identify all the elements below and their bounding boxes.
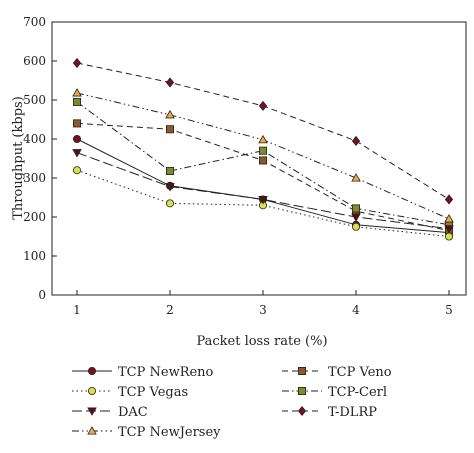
legend-entry: T-DLRP	[282, 405, 377, 420]
legend-label: TCP Veno	[328, 365, 392, 380]
x-tick-label: 4	[352, 303, 360, 317]
data-point	[165, 199, 174, 208]
x-tick-label: 5	[445, 303, 453, 317]
y-tick-label: 100	[23, 249, 46, 263]
data-point	[165, 166, 174, 175]
data-point	[258, 146, 267, 155]
legend-marker-swatch	[87, 426, 97, 435]
data-point	[258, 195, 268, 205]
y-axis-label: Throughput (kbps)	[11, 96, 26, 220]
data-point	[258, 100, 268, 111]
y-tick-label: 400	[23, 132, 46, 146]
data-point	[351, 222, 360, 231]
x-tick-label: 2	[166, 303, 174, 317]
legend: TCP NewReno TCP Veno TCP Vegas TCP-Cerl DAC T…	[72, 365, 392, 440]
legend-marker-swatch	[297, 366, 306, 375]
data-point	[444, 232, 453, 241]
y-tick-label: 700	[23, 15, 46, 29]
series-line-tcp-cerl	[76, 101, 450, 226]
data-point	[351, 173, 361, 182]
data-point	[72, 88, 82, 97]
legend-entry: TCP Veno	[282, 365, 392, 380]
data-point	[444, 194, 454, 205]
series-markers-group	[72, 57, 454, 241]
legend-marker-swatch	[88, 366, 97, 375]
data-point	[165, 125, 174, 134]
data-point	[73, 119, 82, 128]
data-point	[351, 213, 361, 222]
data-point	[72, 57, 82, 68]
legend-label: TCP Vegas	[118, 385, 188, 400]
y-tick-label: 600	[23, 54, 46, 68]
x-tick-label: 1	[73, 303, 81, 317]
legend-marker-swatch	[297, 405, 307, 417]
legend-marker-swatch	[88, 386, 97, 395]
data-point	[73, 134, 82, 143]
data-point	[351, 135, 361, 146]
data-point	[165, 183, 175, 192]
data-point	[165, 109, 175, 119]
legend-entry: TCP NewReno	[72, 365, 214, 380]
legend-entry: DAC	[72, 405, 148, 420]
legend-label: T-DLRP	[328, 405, 377, 420]
legend-label: DAC	[118, 405, 148, 420]
data-point	[165, 77, 175, 88]
data-point	[258, 134, 268, 144]
legend-label: TCP-Cerl	[328, 385, 387, 400]
legend-entry: TCP-Cerl	[282, 385, 387, 400]
data-point	[72, 149, 82, 158]
data-point	[73, 166, 82, 175]
y-tick-label: 500	[23, 93, 46, 107]
data-point	[444, 214, 454, 223]
x-tick-label: 3	[259, 303, 267, 317]
legend-entry: TCP NewJersey	[72, 425, 221, 440]
legend-entry: TCP Vegas	[72, 385, 188, 400]
data-point	[73, 97, 82, 106]
legend-marker-swatch	[87, 407, 97, 416]
series-line-dac	[76, 152, 450, 230]
axes-group: 0 100 200 300 400 500 600 700 1 2 3 4 5	[23, 15, 467, 317]
x-axis-label: Packet loss rate (%)	[196, 334, 327, 349]
data-point	[258, 156, 267, 165]
y-tick-label: 0	[38, 288, 46, 302]
plot-frame	[51, 21, 467, 296]
data-point	[351, 204, 360, 213]
legend-label: TCP NewReno	[118, 365, 214, 380]
y-tick-label: 300	[23, 171, 46, 185]
legend-label: TCP NewJersey	[118, 425, 221, 440]
series-line-t-dlrp	[76, 62, 450, 200]
legend-marker-swatch	[297, 386, 306, 395]
y-tick-label: 200	[23, 210, 46, 224]
data-point	[444, 225, 454, 234]
